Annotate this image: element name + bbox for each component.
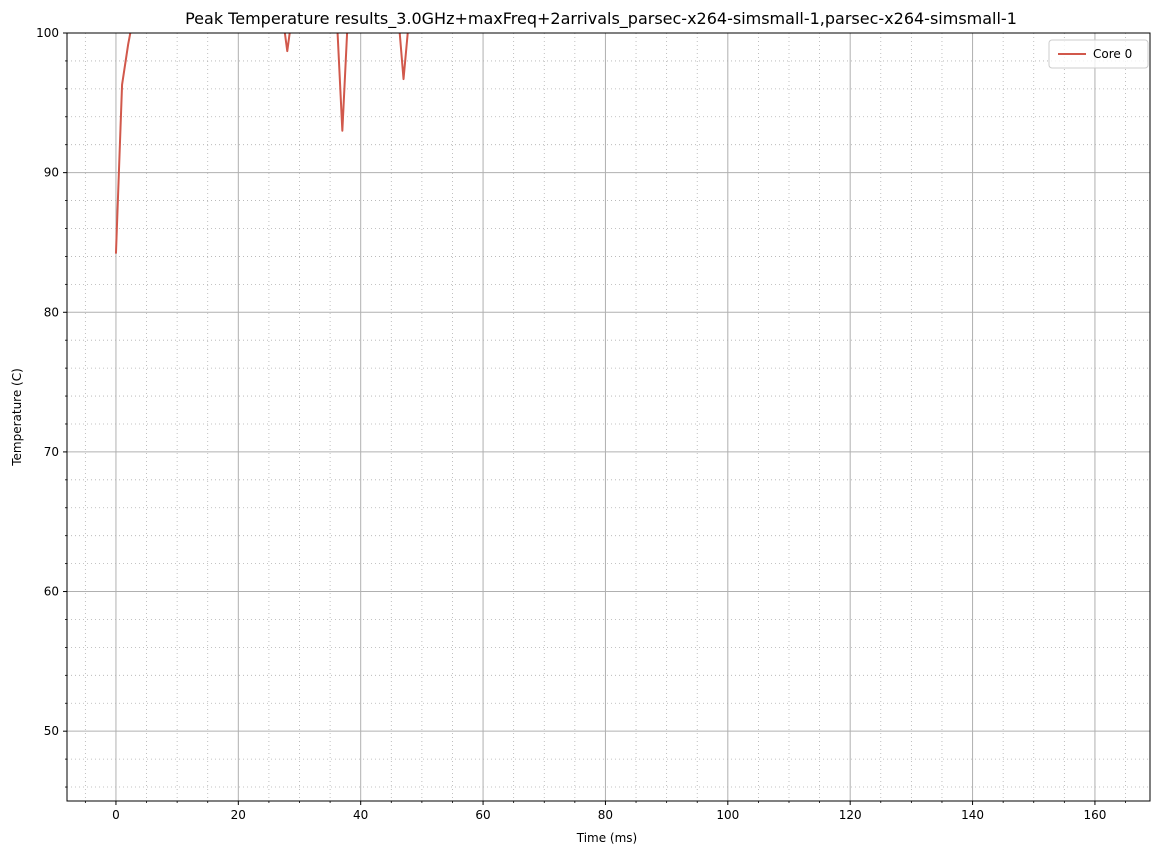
legend: Core 0 [1048, 39, 1149, 69]
minor-grid [67, 33, 1150, 801]
legend-box [1048, 39, 1149, 69]
axis-ticks [63, 32, 1126, 805]
x-tick-label: 0 [112, 808, 120, 822]
x-tick-label: 100 [716, 808, 739, 822]
chart-title: Peak Temperature results_3.0GHz+maxFreq+… [185, 9, 1017, 29]
y-tick-label: 80 [44, 305, 59, 319]
x-axis-title: Time (ms) [576, 831, 638, 845]
legend-label-core-0: Core 0 [1093, 47, 1132, 61]
y-tick-label: 90 [44, 166, 59, 180]
x-tick-label: 120 [839, 808, 862, 822]
x-tick-label: 20 [231, 808, 246, 822]
y-axis-title: Temperature (C) [10, 368, 24, 467]
plot-frame [66, 32, 1151, 802]
x-tick-label: 160 [1083, 808, 1106, 822]
x-tick-label: 140 [961, 808, 984, 822]
x-tick-label: 60 [475, 808, 490, 822]
x-tick-label: 80 [598, 808, 613, 822]
tick-labels: 0 20 40 60 80 100 120 140 160 50 60 70 80 90 100 [36, 26, 1106, 822]
x-tick-label: 40 [353, 808, 368, 822]
y-tick-label: 60 [44, 585, 59, 599]
y-tick-label: 70 [44, 445, 59, 459]
y-tick-label: 50 [44, 724, 59, 738]
y-tick-label: 100 [36, 26, 59, 40]
